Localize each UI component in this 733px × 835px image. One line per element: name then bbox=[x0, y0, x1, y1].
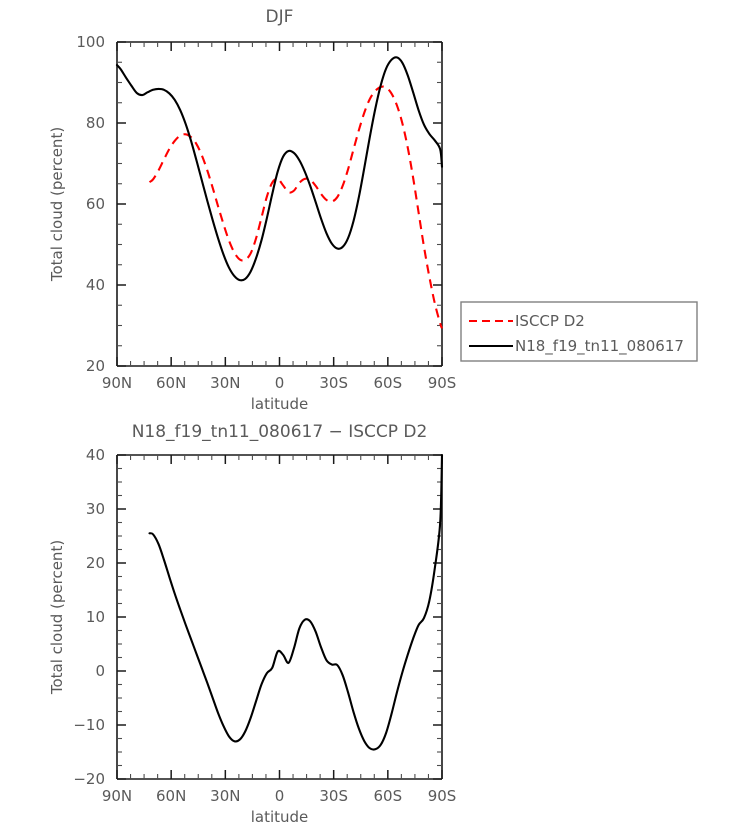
y-axis-label: Total cloud (percent) bbox=[48, 540, 66, 695]
y-tick-label: −10 bbox=[73, 716, 105, 734]
y-tick-label: 20 bbox=[86, 357, 105, 375]
y-tick-label: 40 bbox=[86, 446, 105, 464]
x-axis-label: latitude bbox=[251, 808, 309, 826]
legend-label-1: N18_f19_tn11_080617 bbox=[515, 337, 684, 356]
x-tick-label: 0 bbox=[275, 787, 285, 805]
y-tick-label: 20 bbox=[86, 554, 105, 572]
plot-frame bbox=[116, 454, 443, 780]
x-tick-label: 90N bbox=[102, 374, 132, 392]
x-tick-label: 30S bbox=[319, 787, 348, 805]
y-tick-label: 10 bbox=[86, 608, 105, 626]
legend-label-0: ISCCP D2 bbox=[515, 312, 585, 330]
y-tick-label: 100 bbox=[76, 33, 105, 51]
y-tick-label: 60 bbox=[86, 195, 105, 213]
panel-top-panel: 90N 60N 30N 0 30S 60S 90S 20 40 60 80 100 DJF latitud… bbox=[48, 7, 456, 413]
y-tick-label: 30 bbox=[86, 500, 105, 518]
x-axis-label: latitude bbox=[251, 395, 309, 413]
y-tick-label: 40 bbox=[86, 276, 105, 294]
x-tick-label: 90N bbox=[102, 787, 132, 805]
legend-box bbox=[460, 301, 698, 362]
x-tick-label: 60S bbox=[374, 374, 403, 392]
y-tick-label: 0 bbox=[95, 662, 105, 680]
series-line-1 bbox=[115, 56, 444, 282]
x-tick-label: 30N bbox=[210, 787, 240, 805]
legend: ISCCP D2 N18_f19_tn11_080617 bbox=[460, 301, 698, 362]
x-tick-label: 60S bbox=[374, 787, 403, 805]
panel-title: DJF bbox=[266, 7, 294, 27]
x-tick-label: 0 bbox=[275, 374, 285, 392]
series-line-0 bbox=[148, 85, 443, 329]
x-tick-label: 60N bbox=[156, 787, 186, 805]
x-tick-label: 30S bbox=[319, 374, 348, 392]
panel-bottom-panel: 90N 60N 30N 0 30S 60S 90S −20 −10 0 10 20 30 40 N18_f1… bbox=[48, 422, 456, 826]
y-axis-label: Total cloud (percent) bbox=[48, 127, 66, 282]
x-tick-label: 90S bbox=[428, 374, 457, 392]
x-tick-label: 30N bbox=[210, 374, 240, 392]
y-tick-label: 80 bbox=[86, 114, 105, 132]
y-tick-label: −20 bbox=[73, 770, 105, 788]
x-tick-label: 60N bbox=[156, 374, 186, 392]
series-line-0 bbox=[148, 453, 444, 751]
x-tick-label: 90S bbox=[428, 787, 457, 805]
panel-title: N18_f19_tn11_080617 − ISCCP D2 bbox=[132, 422, 428, 442]
